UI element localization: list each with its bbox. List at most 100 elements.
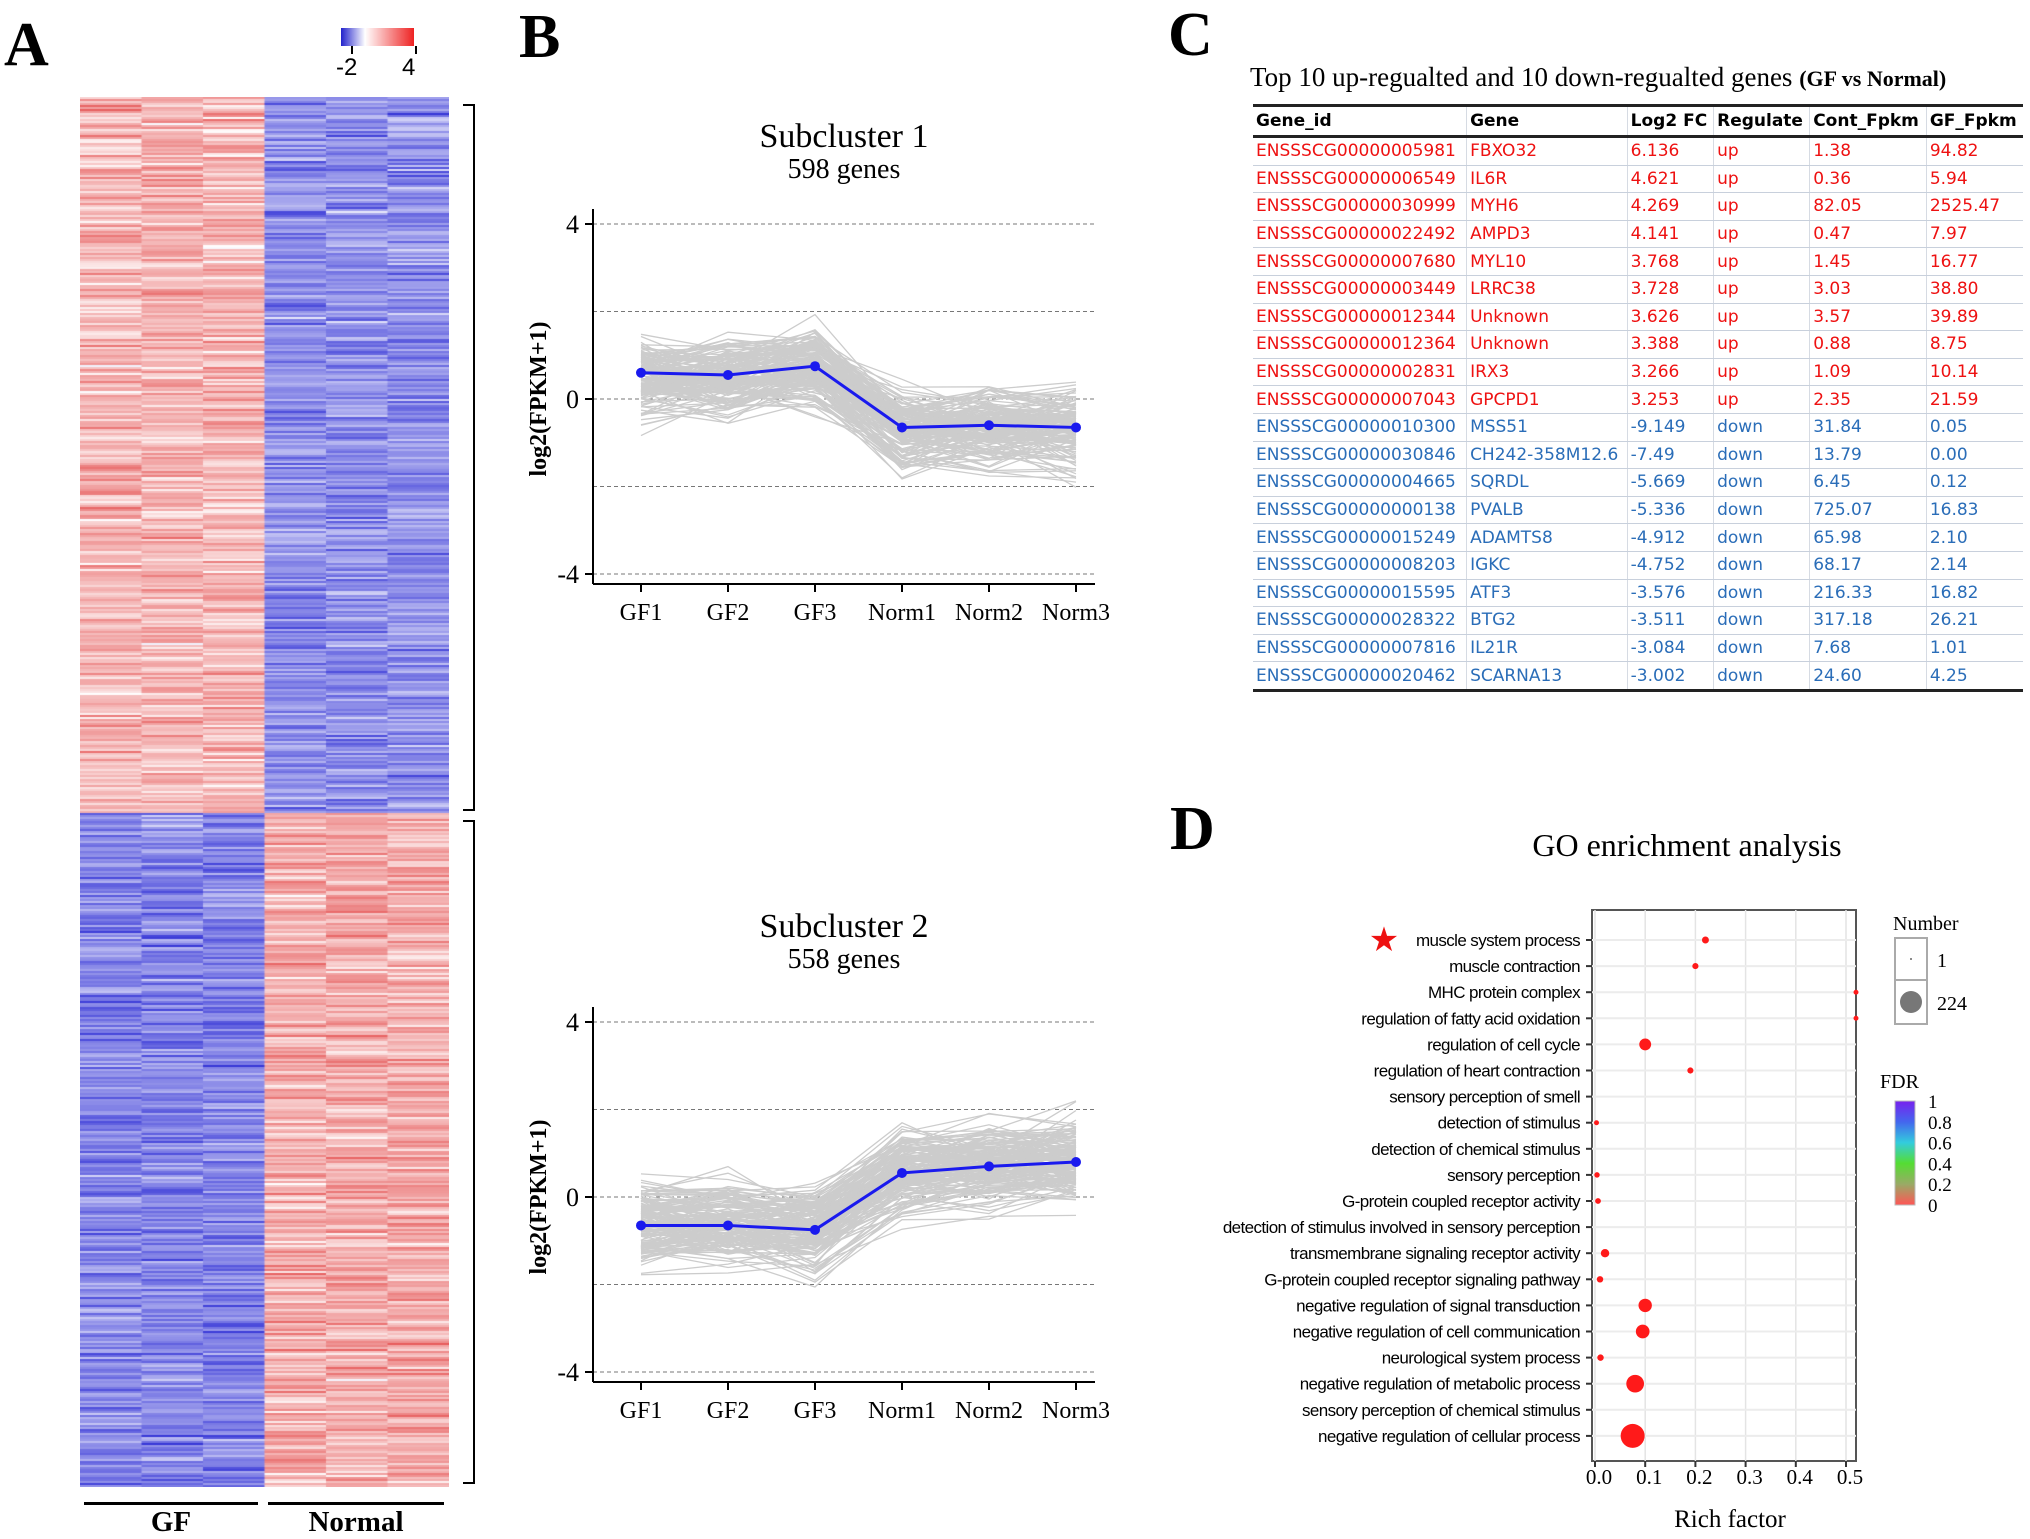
- mean-point: [636, 1220, 646, 1231]
- term-label: regulation of cell cycle: [1427, 1035, 1580, 1054]
- col-regulate-cell: down: [1713, 606, 1810, 635]
- col-regulate-cell: down: [1713, 413, 1810, 442]
- table-row: ENSSSCG00000007680 MYL10 3.768 up 1.45 16.77: [1253, 247, 2023, 276]
- gene-profile-line: [640, 374, 1077, 470]
- col-gf-fpkm-cell: 0.00: [1925, 441, 2023, 470]
- col-regulate-cell: up: [1713, 136, 1810, 166]
- col-cont-fpkm-cell: 0.88: [1809, 330, 1927, 359]
- col-log2fc-cell: 4.269: [1626, 192, 1714, 221]
- col-cont-fpkm-cell: 317.18: [1809, 606, 1927, 635]
- mean-point: [984, 1161, 994, 1172]
- col-log2fc-cell: 3.728: [1626, 275, 1714, 304]
- col-log2fc-cell: -3.511: [1626, 606, 1714, 635]
- col-cont-fpkm-cell: 82.05: [1809, 192, 1927, 221]
- col-cont-fpkm-cell: 68.17: [1809, 551, 1927, 580]
- x-tick-label: Norm3: [1042, 600, 1110, 626]
- table-row: ENSSSCG00000015595 ATF3 -3.576 down 216.33 16…: [1253, 579, 2023, 608]
- col-gene-cell: LRRC38: [1466, 275, 1628, 304]
- x-tick-label: Norm2: [955, 600, 1023, 626]
- table-row: ENSSSCG00000015249 ADAMTS8 -4.912 down 65.98…: [1253, 523, 2023, 552]
- gene-profile-line: [640, 381, 1077, 442]
- table-row: ENSSSCG00000022492 AMPD3 4.141 up 0.47 7.97: [1253, 220, 2023, 249]
- gene-profile-line: [640, 387, 1077, 483]
- colorbar-min-label: -2: [336, 54, 358, 81]
- term-label: G-protein coupled receptor signaling pat…: [1264, 1270, 1581, 1289]
- bubble-point: [1853, 1015, 1859, 1021]
- term-label: transmembrane signaling receptor activit…: [1290, 1244, 1581, 1263]
- col-gf-fpkm-cell: 38.80: [1925, 275, 2023, 304]
- col-gf-fpkm-cell: 26.21: [1925, 606, 2023, 635]
- col-log2fc-cell: 4.141: [1626, 220, 1714, 249]
- table-row: ENSSSCG00000004665 SQRDL -5.669 down 6.45 0.1…: [1253, 468, 2023, 497]
- table-row: ENSSSCG00000030846 CH242-358M12.6 -7.49 dow…: [1253, 441, 2023, 470]
- bubble-point: [1701, 936, 1709, 944]
- gene-profile-line: [640, 1214, 1077, 1276]
- group-underline-gf: [84, 1502, 258, 1505]
- fdr-tick-label: 0: [1928, 1196, 1938, 1217]
- col-gf-fpkm-cell: 16.83: [1925, 496, 2023, 525]
- table-row: ENSSSCG00000012364 Unknown 3.388 up 0.88 8.75: [1253, 330, 2023, 359]
- col-gene-cell: BTG2: [1466, 606, 1628, 635]
- col-gene-cell: ADAMTS8: [1466, 523, 1628, 552]
- col-log2fc-cell: 3.768: [1626, 247, 1714, 276]
- col-regulate-cell: up: [1713, 303, 1810, 332]
- col-log2fc-cell: 3.266: [1626, 358, 1714, 387]
- gene-profile-line: [640, 362, 1077, 439]
- gene-profile-line: [640, 372, 1077, 453]
- bubble-point: [1853, 989, 1859, 995]
- gene-profile-line: [640, 1160, 1077, 1248]
- y-tick-label: 4: [566, 1008, 579, 1037]
- cluster-bracket-bottom: [463, 820, 475, 1484]
- x-tick-label: Norm1: [868, 600, 936, 626]
- gene-profile-line: [640, 360, 1077, 457]
- bubble-point: [1638, 1298, 1652, 1313]
- col-log2fc-cell: 4.621: [1626, 165, 1714, 194]
- col-gf-fpkm-cell: 16.77: [1925, 247, 2023, 276]
- legend-number-point-large: [1900, 991, 1922, 1013]
- table-row: ENSSSCG00000003449 LRRC38 3.728 up 3.03 38.80: [1253, 275, 2023, 304]
- x-tick-label: GF1: [620, 600, 663, 626]
- col-gf-fpkm-cell: 39.89: [1925, 303, 2023, 332]
- col-gene-cell: MYL10: [1466, 247, 1628, 276]
- col-regulate-cell: up: [1713, 330, 1810, 359]
- col-gf-fpkm-cell: 8.75: [1925, 330, 2023, 359]
- gene-profile-line: [640, 346, 1077, 422]
- col-gf-fpkm-cell: 16.82: [1925, 579, 2023, 608]
- x-tick-label: GF3: [794, 600, 837, 626]
- gene-profile-line: [640, 364, 1077, 438]
- table-row: ENSSSCG00000007043 GPCPD1 3.253 up 2.35 21.59: [1253, 385, 2023, 414]
- gene-profile-line: [640, 343, 1077, 415]
- col-regulate-cell: up: [1713, 385, 1810, 414]
- col-regulate-cell: up: [1713, 192, 1810, 221]
- col-cont-fpkm-cell: 65.98: [1809, 523, 1927, 552]
- col-log2fc-cell: 6.136: [1626, 136, 1714, 166]
- mean-profile-line: [640, 364, 1077, 429]
- col-cont-fpkm-cell: 3.57: [1809, 303, 1927, 332]
- col-gene-id-cell: ENSSSCG00000020462: [1253, 661, 1467, 692]
- group-label-normal: Normal: [308, 1506, 404, 1538]
- chart-title: Subcluster 2: [759, 908, 928, 945]
- gene-profile-line: [640, 1124, 1077, 1220]
- table-row: ENSSSCG00000005981 FBXO32 6.136 up 1.38 94.82: [1253, 136, 2023, 166]
- mean-point: [636, 367, 646, 378]
- col-gene-cell: CH242-358M12.6: [1466, 441, 1628, 470]
- mean-point: [897, 422, 907, 433]
- col-log2fc-cell: -5.669: [1626, 468, 1714, 497]
- table-row: ENSSSCG00000008203 IGKC -4.752 down 68.17 2.1…: [1253, 551, 2023, 580]
- header-col-log2fc: Log2 FC: [1626, 104, 1714, 138]
- fdr-tick-label: 0.8: [1928, 1113, 1952, 1134]
- gene-profile-line: [640, 1151, 1077, 1253]
- col-gene-id-cell: ENSSSCG00000003449: [1253, 275, 1467, 304]
- header-col-gf-fpkm: GF_Fpkm: [1925, 104, 2023, 138]
- col-cont-fpkm-cell: 0.36: [1809, 165, 1927, 194]
- col-cont-fpkm-cell: 1.38: [1809, 136, 1927, 166]
- term-label: sensory perception: [1447, 1166, 1580, 1185]
- expression-heatmap: [80, 97, 449, 1487]
- col-cont-fpkm-cell: 13.79: [1809, 441, 1927, 470]
- gene-table: Gene_id Gene Log2 FC Regulate Cont_Fpkm GF_Fp…: [1253, 104, 2023, 692]
- bubble-point: [1635, 1324, 1650, 1339]
- chart-title: GO enrichment analysis: [1532, 827, 1841, 863]
- bubble-point: [1626, 1374, 1645, 1393]
